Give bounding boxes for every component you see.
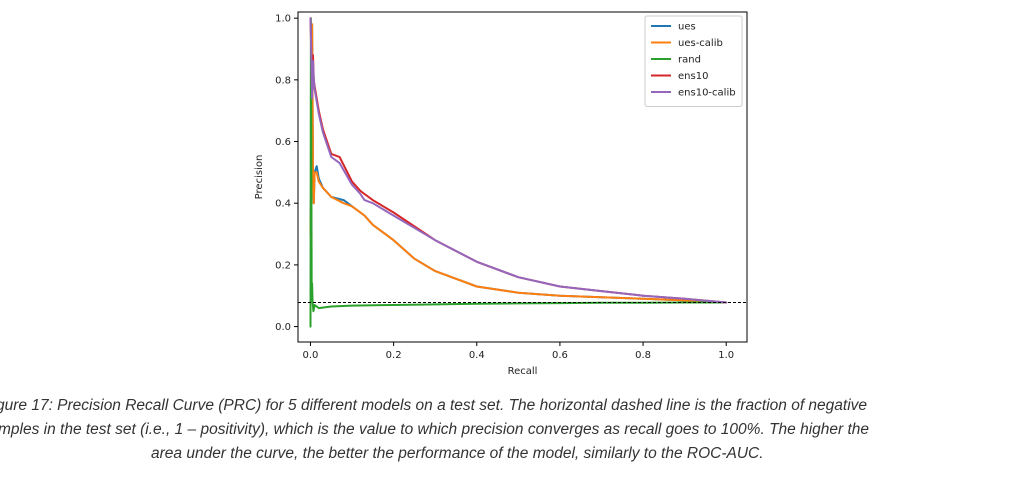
plot-frame <box>297 11 748 343</box>
x-tick-label-3: 0.6 <box>552 350 568 361</box>
y-tick-label-0: 0.0 <box>275 322 291 333</box>
legend-label-ues: ues <box>678 22 696 33</box>
caption-line-2: mples in the test set (i.e., 1 – positiv… <box>0 421 870 438</box>
series-line-ens10-calib <box>309 17 728 304</box>
y-tick-label-4: 0.8 <box>275 75 291 86</box>
y-tick-label-2: 0.4 <box>275 199 291 210</box>
y-tick-label-3: 0.6 <box>275 137 291 148</box>
precision-recall-chart: 0.0 0.2 0.4 0.6 0.8 1.0 0.0 0.2 0.4 0.6 0.8 1.0 Reca… <box>254 11 748 377</box>
y-tick-label-5: 1.0 <box>275 14 291 25</box>
x-tick-label-1: 0.2 <box>386 350 402 361</box>
series-line-ues-calib <box>309 23 728 304</box>
legend-label-rand: rand <box>678 55 701 66</box>
x-axis-label: Recall <box>508 366 538 377</box>
x-tick-label-4: 0.8 <box>635 350 651 361</box>
caption-line-1: gure 17: Precision Recall Curve (PRC) fo… <box>0 397 868 414</box>
caption-line-3: area under the curve, the better the per… <box>151 445 764 462</box>
axes: 0.0 0.2 0.4 0.6 0.8 1.0 0.0 0.2 0.4 0.6 0.8 1.0 Reca… <box>254 11 748 377</box>
x-tick-label-5: 1.0 <box>718 350 734 361</box>
legend-label-ens10-calib: ens10-calib <box>678 88 736 99</box>
y-axis-label: Precision <box>254 155 265 200</box>
legend: ues ues-calib rand ens10 ens10-calib <box>644 15 743 107</box>
legend-box <box>644 15 743 107</box>
x-tick-label-2: 0.4 <box>469 350 485 361</box>
legend-label-ens10: ens10 <box>678 71 708 82</box>
x-tick-label-0: 0.0 <box>303 350 319 361</box>
legend-label-ues-calib: ues-calib <box>678 38 723 49</box>
y-tick-label-1: 0.2 <box>275 260 291 271</box>
plot-area <box>298 17 747 328</box>
series-lines <box>309 17 728 328</box>
